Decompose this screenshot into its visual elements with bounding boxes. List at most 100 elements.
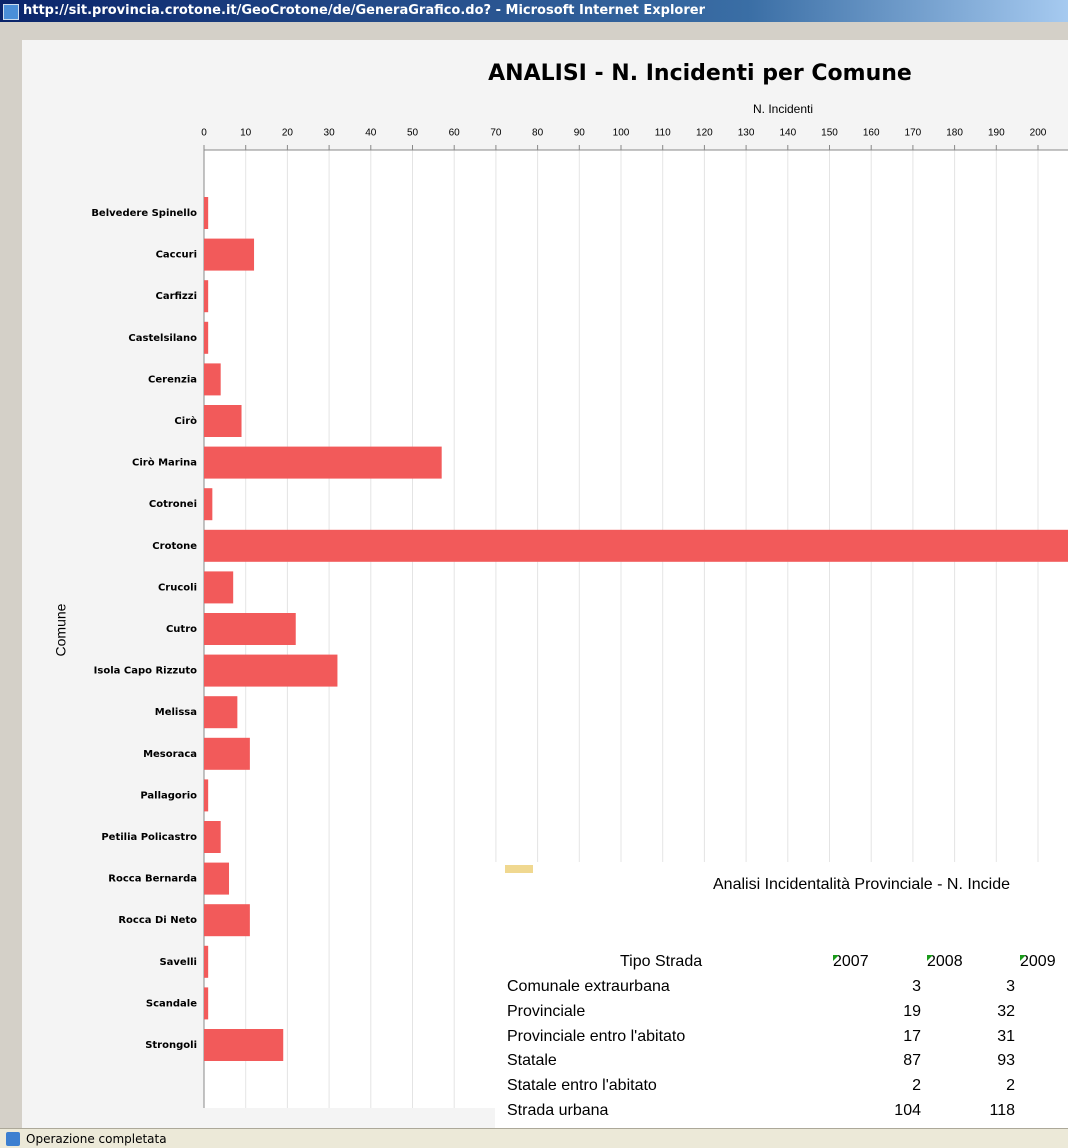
y-tick-label: Crucoli [158, 582, 197, 593]
cell-value: 17 [903, 1027, 921, 1045]
comment-marker [1020, 955, 1026, 961]
y-tick-label: Cerenzia [148, 374, 197, 385]
bar [204, 987, 209, 1020]
window-title: http://sit.provincia.crotone.it/GeoCroto… [23, 3, 705, 18]
y-tick-label: Cirò [174, 415, 197, 427]
status-bar: Operazione completata [0, 1128, 1068, 1148]
ie-icon [3, 4, 19, 20]
comment-marker [833, 955, 839, 961]
x-tick-label: 110 [655, 128, 671, 139]
y-axis-title: Comune [53, 603, 69, 656]
bar [204, 571, 234, 604]
bar [204, 779, 209, 812]
x-tick-label: 60 [449, 128, 461, 139]
bar [204, 654, 338, 687]
x-tick-label: 40 [365, 128, 377, 139]
bar [204, 238, 255, 271]
bar [204, 1029, 284, 1061]
y-tick-label: Melissa [155, 707, 197, 718]
cell-value: 3 [912, 978, 921, 995]
x-tick-label: 80 [532, 128, 544, 139]
column-header: 2008 [927, 953, 963, 970]
row-label: Provinciale entro l'abitato [507, 1027, 686, 1045]
cell-value: 2 [1006, 1077, 1015, 1095]
cell-value: 3 [1006, 978, 1015, 995]
y-tick-label: Caccuri [156, 250, 197, 261]
spreadsheet: Analisi Incidentalità Provinciale - N. I… [495, 862, 1068, 1148]
column-header: Tipo Strada [620, 953, 703, 970]
bar [204, 613, 296, 645]
x-tick-label: 190 [988, 128, 1005, 139]
y-tick-label: Cotronei [149, 499, 197, 510]
y-tick-label: Carfizzi [156, 291, 198, 302]
cell-value: 104 [894, 1102, 921, 1119]
row-label: Statale entro l'abitato [507, 1077, 657, 1095]
x-tick-label: 0 [201, 128, 207, 139]
status-text: Operazione completata [26, 1132, 167, 1146]
x-tick-label: 160 [863, 128, 880, 139]
title-bar: http://sit.provincia.crotone.it/GeoCroto… [0, 0, 1068, 22]
bar [204, 945, 209, 978]
y-tick-label: Crotone [152, 541, 197, 552]
chart-title: ANALISI - N. Incidenti per Comune [488, 61, 912, 86]
y-tick-label: Rocca Bernarda [108, 874, 197, 885]
x-tick-label: 70 [490, 128, 502, 139]
row-label: Strada urbana [507, 1102, 609, 1119]
x-tick-label: 20 [282, 128, 294, 139]
x-tick-label: 10 [240, 128, 252, 139]
x-tick-label: 140 [779, 128, 796, 139]
cell-value: 118 [989, 1102, 1015, 1119]
bar [204, 197, 209, 229]
bar [204, 363, 221, 396]
sheet-tag [505, 865, 533, 873]
y-tick-label: Strongoli [145, 1040, 197, 1051]
x-tick-label: 50 [407, 128, 419, 139]
x-axis-title: N. Incidenti [753, 102, 813, 116]
y-tick-label: Belvedere Spinello [91, 208, 197, 219]
bar [204, 696, 238, 729]
bar [204, 488, 213, 521]
y-tick-label: Castelsilano [128, 333, 197, 344]
x-tick-label: 200 [1030, 128, 1047, 139]
comment-marker [927, 955, 933, 961]
cell-value: 19 [903, 1002, 921, 1020]
x-tick-label: 130 [738, 128, 755, 139]
bar [204, 321, 209, 354]
bar [204, 821, 221, 853]
row-label: Provinciale [507, 1002, 586, 1020]
column-header: 2007 [833, 953, 869, 970]
y-tick-label: Cutro [166, 624, 197, 635]
y-tick-label: Isola Capo Rizzuto [94, 666, 197, 677]
bar [204, 862, 230, 895]
row-label: Statale [507, 1052, 557, 1070]
y-tick-label: Petilia Policastro [101, 832, 197, 843]
cell-value: 87 [903, 1052, 921, 1070]
y-tick-label: Rocca Di Neto [118, 915, 197, 926]
x-tick-label: 90 [574, 128, 586, 139]
x-tick-label: 100 [613, 128, 630, 139]
row-label: Comunale extraurbana [507, 978, 670, 995]
x-tick-label: 150 [821, 128, 838, 139]
x-tick-label: 170 [905, 128, 922, 139]
x-tick-label: 120 [696, 128, 713, 139]
column-header: 2009 [1020, 953, 1056, 970]
bar [204, 737, 250, 770]
cell-value: 93 [997, 1052, 1015, 1070]
bar [204, 529, 1068, 562]
bar [204, 405, 242, 437]
sheet-title: Analisi Incidentalità Provinciale - N. I… [713, 876, 1011, 893]
y-tick-label: Scandale [146, 998, 197, 1009]
status-icon [6, 1132, 20, 1146]
bar [204, 904, 250, 937]
cell-value: 31 [997, 1027, 1015, 1045]
y-tick-label: Savelli [159, 957, 197, 968]
cell-value: 2 [912, 1077, 921, 1095]
cell-value: 32 [997, 1002, 1015, 1020]
y-tick-label: Cirò Marina [132, 457, 197, 469]
y-tick-label: Mesoraca [143, 749, 197, 760]
x-tick-label: 30 [324, 128, 336, 139]
y-tick-label: Pallagorio [140, 790, 197, 801]
bar [204, 446, 442, 479]
x-tick-label: 180 [946, 128, 963, 139]
